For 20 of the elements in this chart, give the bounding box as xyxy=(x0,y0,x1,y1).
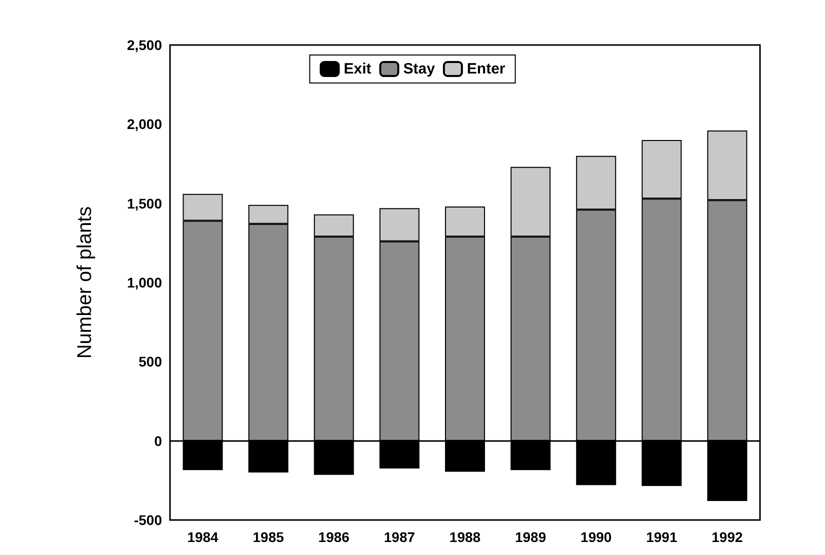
x-tick-label: 1992 xyxy=(712,529,744,545)
x-tick-label: 1991 xyxy=(646,529,678,545)
x-tick-label: 1990 xyxy=(580,529,612,545)
y-tick-label: 500 xyxy=(138,354,162,370)
y-tick-label: 1,000 xyxy=(126,274,162,290)
x-tick-label: 1985 xyxy=(252,529,284,545)
legend-label: Stay xyxy=(403,60,436,78)
y-tick-label: 2,000 xyxy=(126,116,162,132)
y-tick-label: 0 xyxy=(154,432,162,449)
y-tick-label: 1,500 xyxy=(126,195,162,212)
x-tick-label: 1988 xyxy=(449,529,481,545)
x-tick-label: 1984 xyxy=(187,529,219,545)
legend-label: Enter xyxy=(466,60,506,78)
y-axis-title: Number of plants xyxy=(74,206,96,359)
x-tick-label: 1986 xyxy=(318,529,350,545)
legend-label: Exit xyxy=(344,60,372,78)
x-tick-label: 1989 xyxy=(514,529,546,545)
y-tick-label: -500 xyxy=(134,512,162,528)
x-tick-label: 1987 xyxy=(384,529,416,545)
y-tick-label: 2,500 xyxy=(126,37,162,53)
